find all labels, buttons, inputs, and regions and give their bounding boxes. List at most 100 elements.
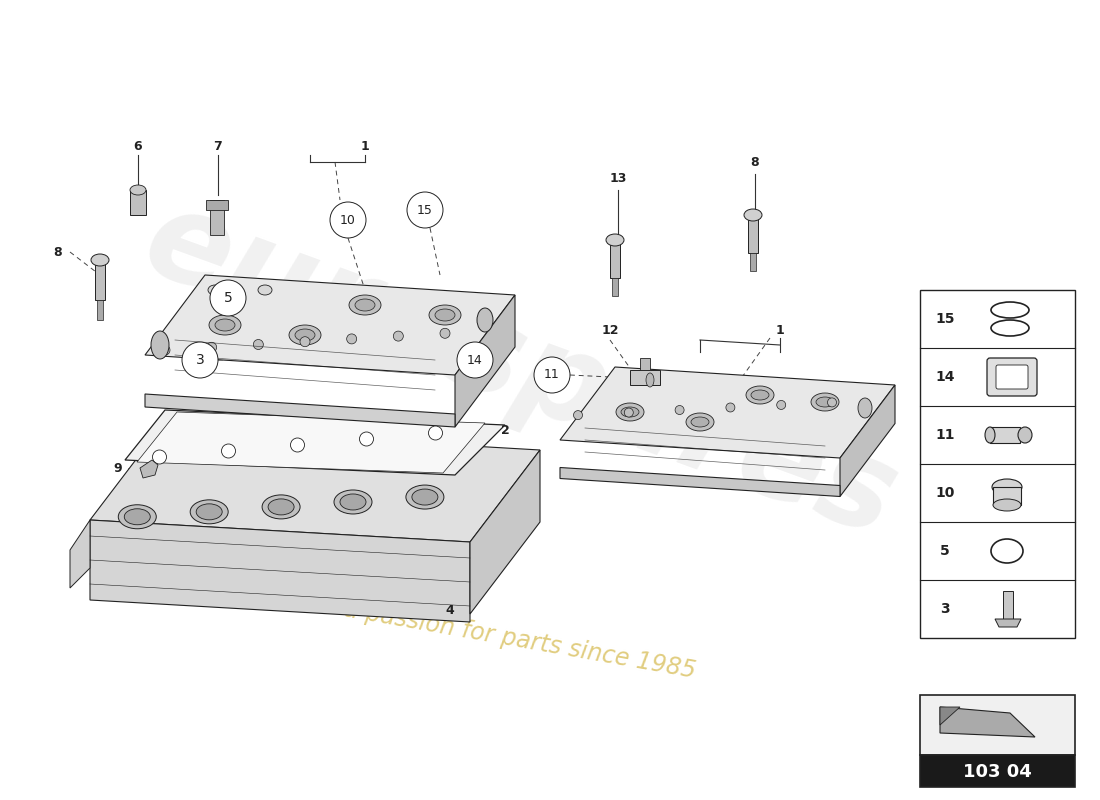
- Text: 11: 11: [935, 428, 955, 442]
- Polygon shape: [996, 619, 1021, 627]
- Circle shape: [625, 408, 634, 417]
- Text: 103 04: 103 04: [964, 763, 1032, 781]
- Ellipse shape: [616, 403, 644, 421]
- Circle shape: [675, 406, 684, 414]
- Bar: [920, 695, 1075, 755]
- Text: 9: 9: [113, 462, 122, 474]
- Text: 8: 8: [54, 246, 63, 258]
- Ellipse shape: [406, 485, 444, 509]
- Text: 14: 14: [468, 354, 483, 366]
- Ellipse shape: [858, 398, 872, 418]
- Ellipse shape: [289, 325, 321, 345]
- Bar: [993, 487, 1021, 505]
- Text: 3: 3: [196, 353, 205, 367]
- Text: 5: 5: [223, 291, 232, 305]
- Circle shape: [210, 280, 246, 316]
- Ellipse shape: [355, 299, 375, 311]
- Text: 2: 2: [500, 423, 509, 437]
- Bar: [748, 215, 758, 253]
- Bar: [610, 240, 620, 278]
- Text: 1: 1: [776, 323, 784, 337]
- Circle shape: [182, 342, 218, 378]
- Ellipse shape: [334, 490, 372, 514]
- Circle shape: [456, 342, 493, 378]
- Circle shape: [777, 401, 785, 410]
- Bar: [630, 370, 660, 385]
- Bar: [97, 300, 103, 320]
- Bar: [95, 260, 104, 300]
- Ellipse shape: [214, 319, 235, 331]
- Circle shape: [429, 426, 442, 440]
- Circle shape: [394, 331, 404, 341]
- Polygon shape: [140, 460, 158, 478]
- Text: 7: 7: [213, 141, 222, 154]
- Ellipse shape: [151, 331, 169, 359]
- Ellipse shape: [208, 285, 222, 295]
- Ellipse shape: [258, 285, 272, 295]
- Circle shape: [827, 398, 836, 407]
- Ellipse shape: [606, 234, 624, 246]
- Ellipse shape: [130, 185, 146, 195]
- Ellipse shape: [993, 499, 1021, 511]
- Ellipse shape: [262, 495, 300, 519]
- Polygon shape: [90, 520, 470, 622]
- Bar: [210, 200, 224, 235]
- Text: 3: 3: [940, 602, 949, 616]
- Bar: [920, 755, 1075, 787]
- Text: 13: 13: [609, 171, 627, 185]
- Text: 15: 15: [417, 203, 433, 217]
- Ellipse shape: [1018, 427, 1032, 443]
- Ellipse shape: [746, 386, 774, 404]
- Bar: [206, 200, 228, 210]
- Ellipse shape: [349, 295, 381, 315]
- Polygon shape: [940, 707, 1035, 737]
- Text: 11: 11: [544, 369, 560, 382]
- Ellipse shape: [811, 393, 839, 411]
- Text: 5: 5: [940, 544, 950, 558]
- Polygon shape: [470, 450, 540, 614]
- Polygon shape: [138, 412, 485, 473]
- FancyBboxPatch shape: [987, 358, 1037, 396]
- Bar: [990, 427, 1020, 443]
- Ellipse shape: [691, 417, 710, 427]
- Circle shape: [207, 342, 217, 352]
- Circle shape: [253, 339, 263, 350]
- Text: 8: 8: [750, 155, 759, 169]
- Circle shape: [300, 337, 310, 346]
- Ellipse shape: [119, 505, 156, 529]
- Ellipse shape: [209, 315, 241, 335]
- Polygon shape: [840, 385, 895, 497]
- Circle shape: [440, 328, 450, 338]
- Polygon shape: [145, 275, 515, 375]
- Bar: [1003, 591, 1013, 619]
- Polygon shape: [455, 295, 515, 427]
- Ellipse shape: [621, 407, 639, 417]
- Ellipse shape: [196, 504, 222, 520]
- Bar: [612, 278, 618, 296]
- Circle shape: [290, 438, 305, 452]
- Ellipse shape: [816, 397, 834, 407]
- Text: 10: 10: [340, 214, 356, 226]
- Ellipse shape: [477, 308, 493, 332]
- Text: 6: 6: [134, 141, 142, 154]
- Ellipse shape: [984, 427, 996, 443]
- Ellipse shape: [268, 499, 294, 515]
- Bar: [130, 190, 146, 215]
- Text: 1: 1: [361, 141, 370, 154]
- Ellipse shape: [411, 489, 438, 505]
- Ellipse shape: [751, 390, 769, 400]
- Ellipse shape: [295, 329, 315, 341]
- Polygon shape: [90, 428, 540, 542]
- Ellipse shape: [91, 254, 109, 266]
- Text: a passion for parts since 1985: a passion for parts since 1985: [342, 597, 697, 683]
- Text: 10: 10: [935, 486, 955, 500]
- Polygon shape: [560, 467, 840, 497]
- Polygon shape: [125, 410, 505, 475]
- Ellipse shape: [190, 500, 228, 524]
- Bar: [640, 358, 650, 370]
- Ellipse shape: [686, 413, 714, 431]
- Text: 15: 15: [935, 312, 955, 326]
- Ellipse shape: [340, 494, 366, 510]
- Text: 4: 4: [446, 603, 454, 617]
- Circle shape: [573, 410, 583, 419]
